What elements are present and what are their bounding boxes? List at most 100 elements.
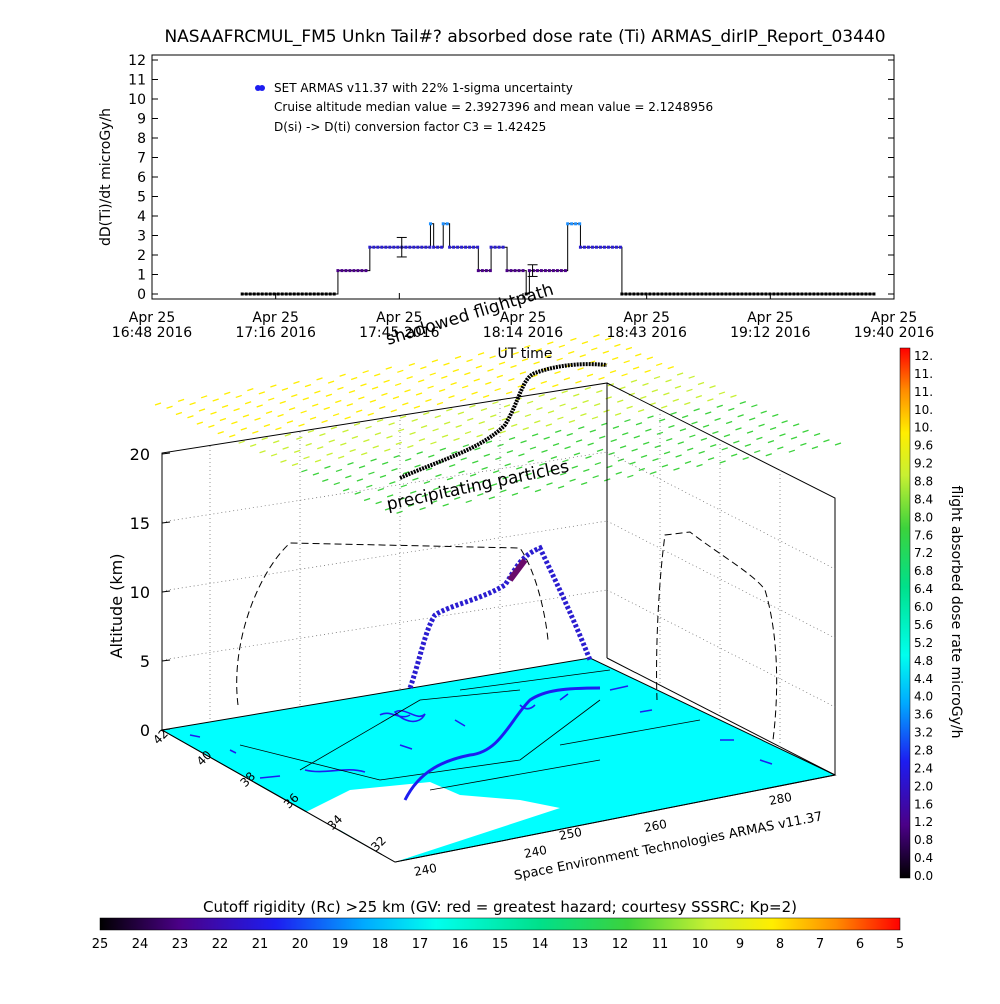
precip-dash: [247, 388, 254, 392]
cutoff-rigidity-tick-label: 13: [572, 937, 589, 952]
precip-dash: [453, 437, 460, 441]
precip-dash: [661, 405, 668, 409]
precip-dash: [655, 362, 663, 367]
precip-dash: [540, 380, 548, 384]
precip-dash: [411, 418, 418, 422]
precip-dash: [339, 373, 346, 377]
dose-point: [364, 269, 368, 273]
precip-dash: [629, 461, 636, 465]
precip-dash: [400, 484, 408, 488]
precip-dash: [314, 459, 322, 463]
dose-point: [728, 292, 732, 296]
dose-point: [736, 292, 740, 296]
precip-dash: [244, 401, 252, 405]
precip-dash: [412, 477, 419, 481]
precip-dash: [508, 436, 516, 441]
dose-point: [816, 292, 820, 296]
precip-dash: [233, 407, 240, 412]
precip-dash: [672, 398, 679, 402]
dose-point: [784, 292, 788, 296]
dose-point: [517, 269, 521, 273]
precip-dash: [490, 414, 497, 418]
precip-dash: [677, 441, 685, 445]
cutoff-rigidity-tick-label: 23: [172, 937, 189, 952]
y-tick-label: 9: [137, 112, 146, 128]
dose-point: [368, 245, 372, 249]
precip-dash: [460, 457, 467, 461]
precip-dash: [231, 421, 238, 425]
dose-point: [464, 245, 468, 249]
dose-point: [248, 292, 252, 296]
dose-colorbar-tick-label: 5.2: [914, 636, 933, 650]
x-tick-label: Apr 25: [500, 310, 546, 326]
precip-dash: [469, 404, 476, 408]
dose-point: [336, 269, 340, 273]
x-tick-label: 19:12 2016: [730, 325, 811, 341]
dose-point: [416, 245, 420, 249]
precip-dash: [210, 411, 217, 415]
precip-dash: [455, 424, 462, 428]
precip-dash: [578, 426, 585, 430]
precip-dash: [751, 404, 758, 408]
precip-dash: [303, 456, 310, 460]
dose-point: [480, 269, 484, 273]
precip-dash: [712, 430, 719, 435]
precip-dash: [305, 442, 312, 447]
dose-colorbar-tick-label: 6.8: [914, 564, 933, 578]
cutoff-rigidity-tick-label: 14: [532, 937, 549, 952]
precip-dash: [442, 503, 449, 507]
precip-dash: [392, 395, 400, 400]
precip-dash: [328, 439, 335, 443]
precip-dash: [261, 436, 268, 441]
precip-dash: [645, 428, 652, 432]
dose-point: [566, 222, 570, 226]
altitude-tick-label: 10: [130, 583, 150, 602]
precip-dash: [365, 425, 372, 430]
dose-point: [624, 292, 628, 296]
cutoff-rigidity-tick-label: 8: [776, 937, 784, 952]
precip-dash: [519, 371, 527, 375]
precip-dash: [451, 450, 458, 455]
precip-dash: [625, 346, 633, 351]
precip-dash: [674, 385, 682, 389]
precip-dash: [587, 442, 594, 446]
dose-point: [864, 292, 868, 296]
dose-point: [524, 292, 528, 296]
y-tick-label: 8: [137, 131, 146, 147]
precip-dash: [742, 456, 749, 460]
precip-dash: [679, 428, 687, 432]
precip-dash: [772, 413, 779, 417]
precip-dash: [347, 462, 354, 466]
dose-point: [288, 292, 292, 296]
precip-dash: [483, 453, 491, 457]
precip-dash: [376, 419, 384, 423]
precip-dash: [263, 423, 271, 428]
precip-dash: [568, 419, 576, 424]
precip-dash: [536, 475, 544, 480]
precip-dash: [580, 481, 588, 486]
precip-dash: [409, 431, 416, 436]
dose-point: [594, 245, 598, 249]
precip-dash: [767, 440, 775, 444]
precip-dash: [360, 383, 367, 387]
precip-dash: [298, 423, 305, 427]
dose-point: [493, 245, 497, 249]
precip-dash: [601, 422, 608, 426]
dose-point: [820, 292, 824, 296]
dose-series-line: [242, 223, 874, 295]
dose-point: [578, 222, 582, 226]
precip-dash: [332, 413, 340, 417]
dose-point: [692, 292, 696, 296]
dose-point: [428, 222, 432, 226]
dose-colorbar-tick-label: 0.8: [914, 833, 933, 847]
precip-dash: [661, 464, 669, 468]
precip-dash: [611, 356, 619, 361]
altitude-tick: [161, 521, 171, 524]
precip-dash: [781, 420, 788, 424]
precip-dash: [554, 370, 561, 375]
precip-dash: [446, 477, 454, 481]
x-tick-label: Apr 25: [623, 310, 669, 326]
precip-dash: [212, 398, 219, 402]
dose-point: [732, 292, 736, 296]
precip-dash: [558, 344, 566, 348]
